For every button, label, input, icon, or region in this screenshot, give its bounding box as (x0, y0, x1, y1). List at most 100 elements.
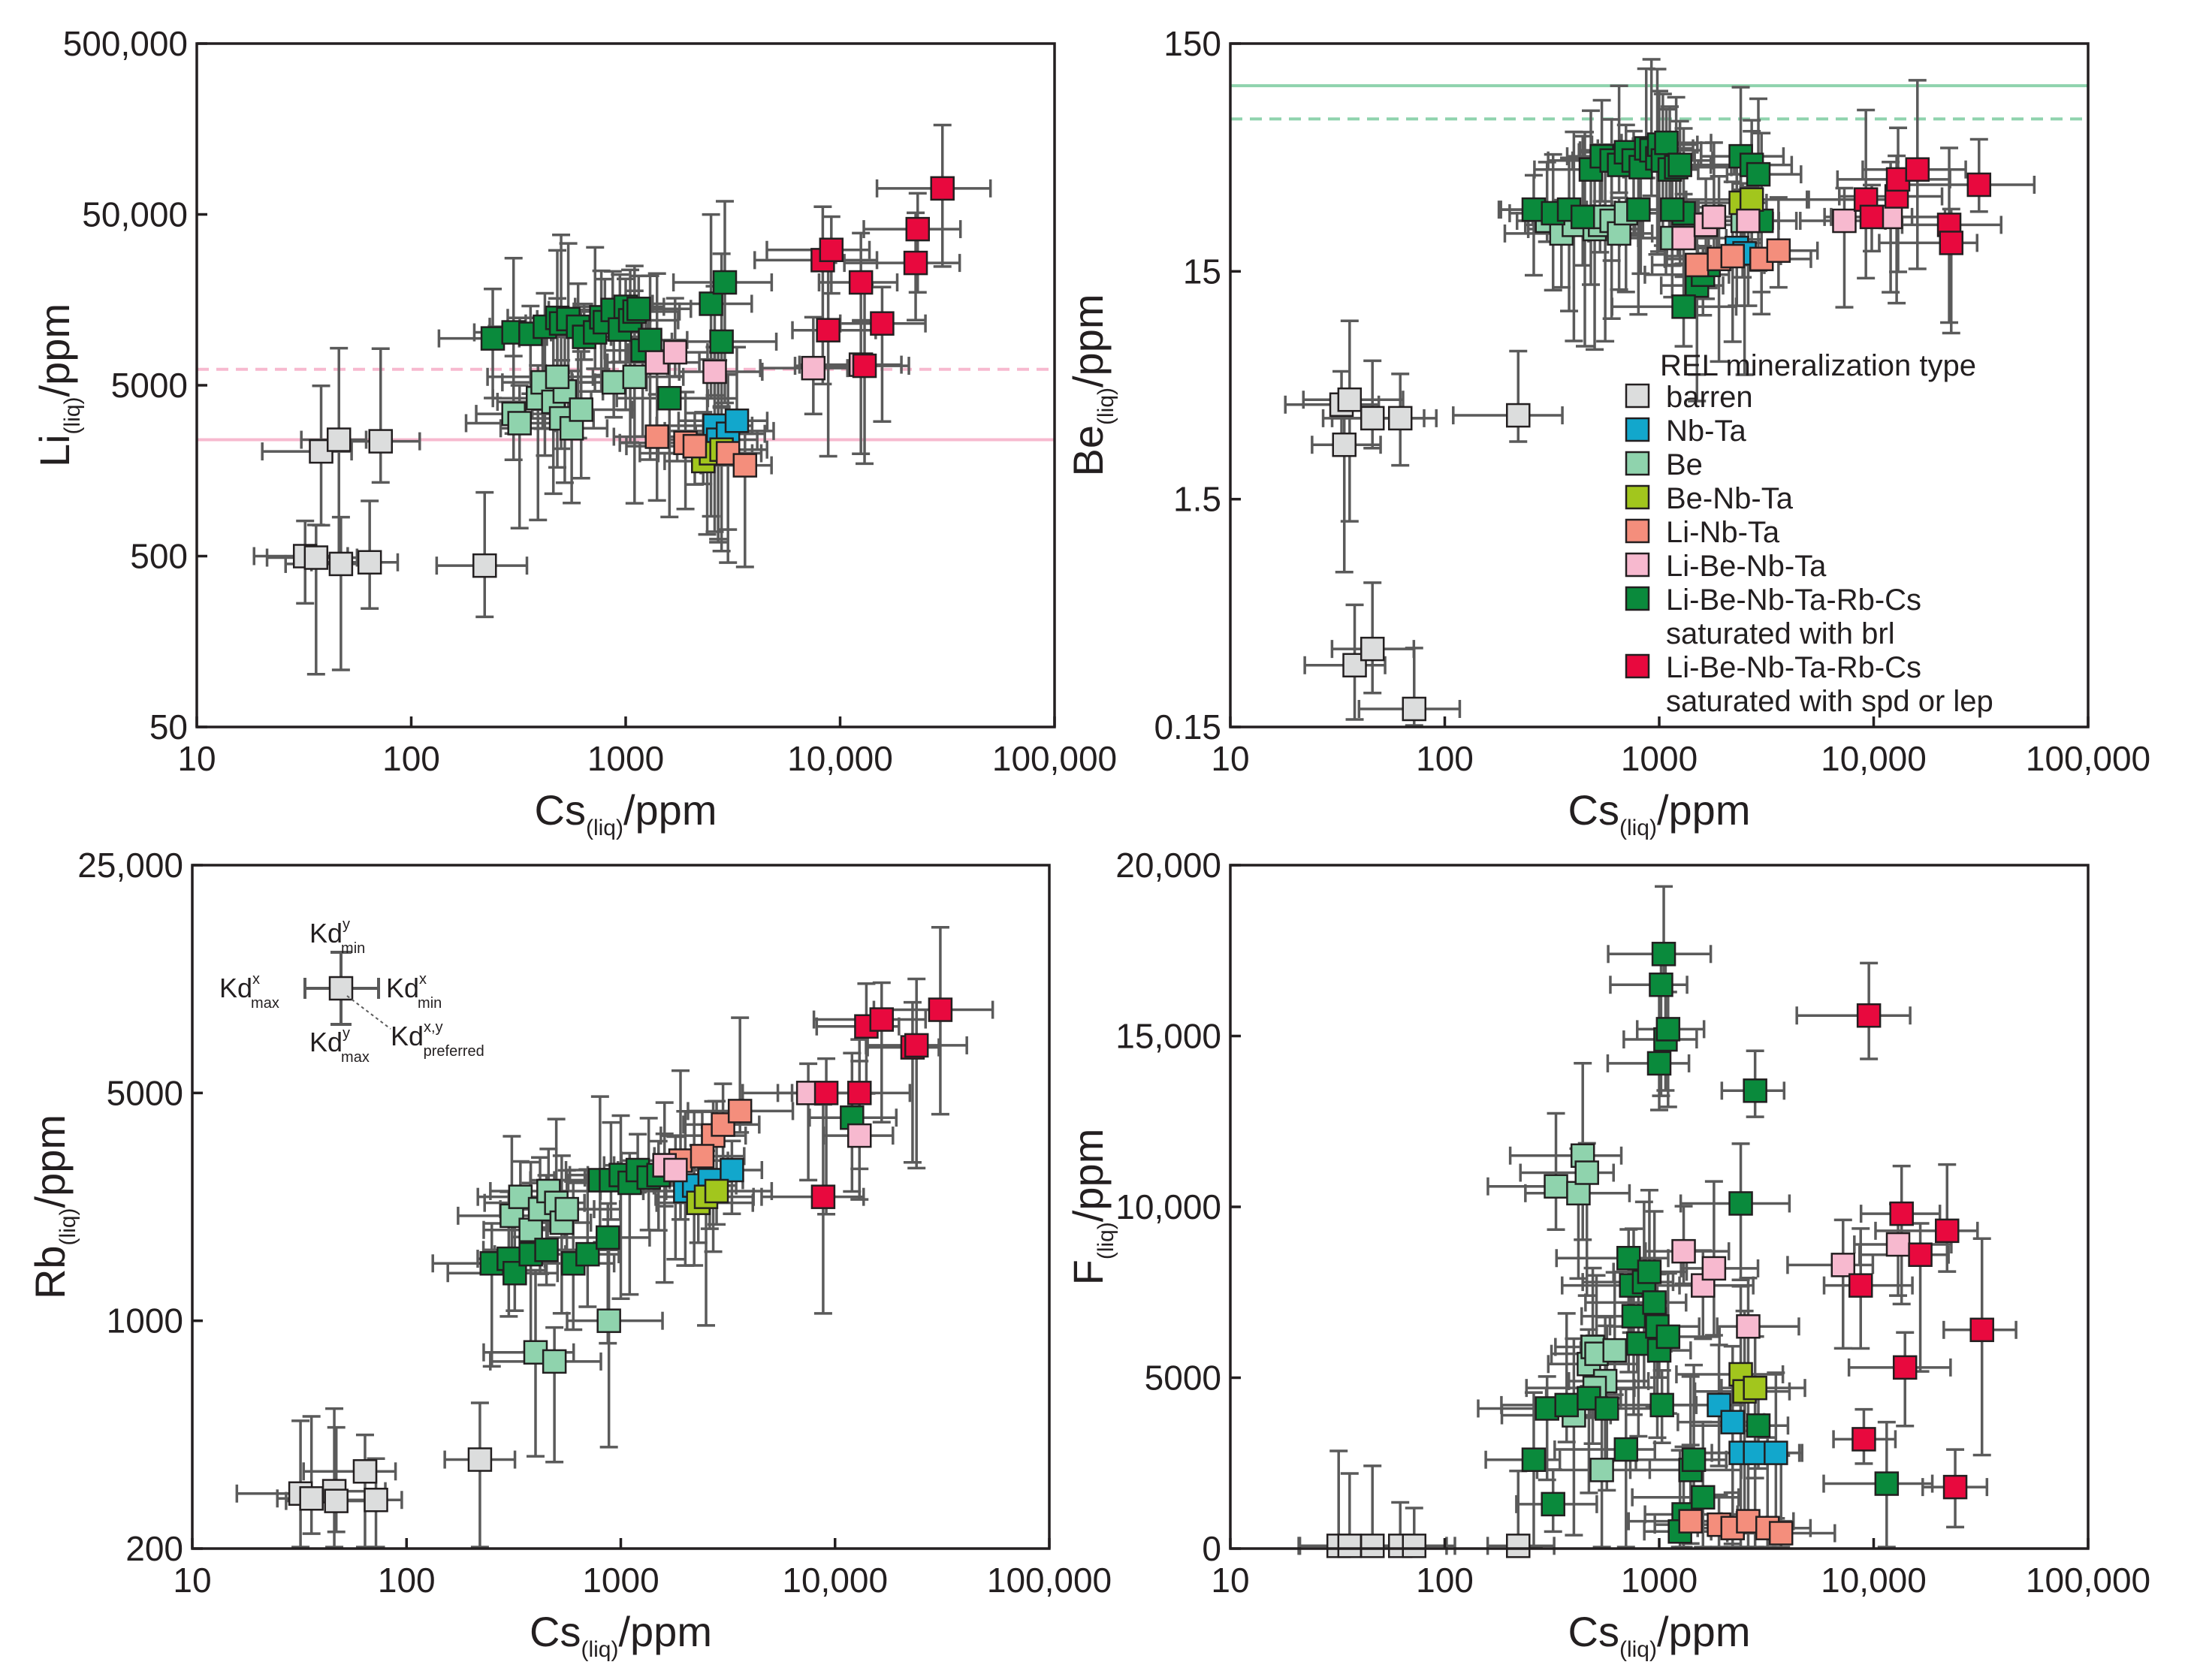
data-point-barren (299, 1485, 324, 1511)
x-tick-label: 1000 (582, 1561, 659, 1600)
data-point-Be (569, 397, 593, 422)
data-point-brl (1655, 1324, 1681, 1350)
data-point-spd (813, 1081, 839, 1105)
data-point-spd (810, 1184, 836, 1209)
data-point-barren (1506, 1534, 1531, 1558)
x-tick-label: 100,000 (987, 1561, 1112, 1600)
data-point-spd (1939, 231, 1964, 255)
markers (1326, 942, 1994, 1558)
data-point-barren (1506, 403, 1531, 428)
annotation-kd-x-max: Kdx max (219, 971, 279, 1012)
legend-swatch (1625, 653, 1650, 679)
data-point-barren (1402, 1534, 1427, 1558)
data-point-brl (709, 329, 734, 354)
data-point-brl (1667, 152, 1692, 177)
legend-label: Li-Nb-Ta (1666, 516, 1780, 549)
data-point-Be (507, 411, 532, 436)
legend-label: barren (1666, 381, 1753, 414)
x-tick-label: 1000 (587, 739, 664, 778)
x-tick-label: 100 (1416, 739, 1474, 778)
data-point-brl (480, 326, 505, 351)
data-point-brl (1874, 1471, 1900, 1496)
data-point-spd (1889, 1201, 1914, 1226)
data-point-Li-Be-Nb-Ta (1671, 1238, 1696, 1264)
data-point-barren (1402, 696, 1427, 722)
data-point-Be (518, 1217, 543, 1242)
panel-rb-vs-cs: 10 100 1000 10,000 100,000 200 1000 5000 25,000 C… (26, 846, 1112, 1662)
data-point-brl (712, 270, 738, 295)
panel-li-vs-cs: 10 100 1000 10,000 100,000 50 500 5000 50,000 500… (31, 24, 1117, 840)
data-point-barren (1387, 406, 1413, 431)
data-point-Be (622, 364, 647, 390)
legend-swatch (1625, 518, 1650, 544)
y-tick-label: 5000 (1145, 1359, 1221, 1398)
x-tick-label: 10,000 (782, 1561, 888, 1600)
y-tick-label: 1.5 (1173, 480, 1221, 519)
data-point-barren (324, 1488, 349, 1513)
data-point-spd (847, 1081, 872, 1105)
x-axis-title: Cs(liq)/ppm (535, 786, 717, 840)
data-point-brl (1626, 197, 1651, 222)
data-point-Li-Be-Nb-Ta (801, 355, 826, 381)
data-point-brl (595, 1225, 620, 1250)
data-point-brl (1651, 942, 1676, 967)
data-point-spd (1892, 1355, 1918, 1380)
data-point-Li-Be-Nb-Ta (1736, 208, 1761, 234)
legend-label: saturated with brl (1666, 617, 1895, 650)
data-point-Li-Be-Nb-Ta (1701, 1256, 1727, 1281)
data-point-Li-Nb-Ta (1685, 252, 1710, 278)
data-point-spd (904, 1033, 929, 1058)
data-point-Nb-Ta (1707, 1392, 1731, 1418)
data-point-brl (1681, 1447, 1707, 1472)
data-point-brl (575, 1241, 600, 1267)
legend-swatch (1625, 586, 1650, 611)
x-tick-label: 10,000 (1821, 739, 1927, 778)
x-tick-label: 10,000 (1821, 1561, 1927, 1600)
y-tick-label: 200 (125, 1529, 183, 1568)
legend-swatch (1625, 383, 1650, 409)
legend-swatch (1625, 484, 1650, 510)
legend-entry-Nb-Ta: Nb-Ta (1625, 415, 1746, 448)
data-point-barren (364, 1487, 388, 1513)
data-point-Be (1607, 221, 1631, 246)
x-axis-title: Cs(liq)/ppm (1568, 1608, 1751, 1662)
data-point-Li-Be-Nb-Ta (1885, 1232, 1911, 1257)
data-point-brl (1746, 1413, 1771, 1438)
legend-label: Be-Nb-Ta (1666, 482, 1794, 515)
legend-swatch (1625, 417, 1650, 442)
data-point-Li-Nb-Ta (690, 1144, 715, 1169)
annotation-kd-y-max: Kdy max (309, 1025, 370, 1066)
data-point-brl (1541, 1491, 1565, 1517)
data-point-Be-Nb-Ta (1743, 1375, 1767, 1401)
data-point-brl (1655, 1017, 1681, 1042)
y-tick-label: 20,000 (1115, 846, 1221, 885)
data-point-brl (1621, 1304, 1646, 1329)
y-tick-label: 0 (1202, 1529, 1221, 1568)
y-tick-label: 5000 (107, 1073, 183, 1112)
data-point-spd (848, 270, 874, 295)
data-point-spd (1966, 172, 1992, 198)
data-point-brl (1746, 161, 1771, 187)
legend-label: Nb-Ta (1666, 415, 1746, 448)
data-point-Li-Be-Nb-Ta (662, 339, 688, 365)
data-point-Li-Be-Nb-Ta (702, 359, 727, 385)
data-point-brl (1554, 1392, 1579, 1418)
data-point-Li-Be-Nb-Ta (847, 1123, 872, 1148)
x-tick-label: 10 (177, 739, 216, 778)
data-point-spd (1905, 157, 1930, 182)
markers (1329, 130, 1992, 722)
data-point-spd (1859, 204, 1885, 230)
data-point-brl (1691, 1485, 1716, 1510)
data-point-Nb-Ta (724, 408, 750, 433)
data-point-Be (542, 1349, 567, 1374)
legend-label: saturated with spd or lep (1666, 685, 1993, 718)
data-point-spd (869, 1007, 895, 1032)
x-axis-title: Cs(liq)/ppm (1568, 786, 1751, 840)
plot-frame (1229, 864, 2090, 1550)
y-axis-title: Rb(liq)/ppm (26, 1114, 80, 1299)
data-point-barren (1360, 1534, 1385, 1558)
data-point-brl (1613, 1437, 1639, 1462)
data-point-spd (905, 216, 931, 242)
data-point-barren (326, 427, 352, 452)
data-point-Be-Nb-Ta (704, 1178, 729, 1204)
